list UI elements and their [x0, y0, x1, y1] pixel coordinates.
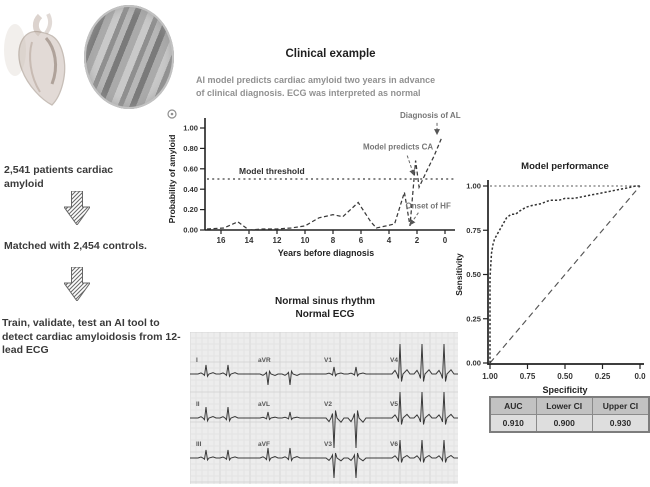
svg-text:V4: V4: [390, 357, 398, 364]
down-arrow-icon: [64, 267, 90, 301]
svg-text:Model performance: Model performance: [521, 161, 609, 172]
svg-text:2: 2: [415, 236, 420, 245]
histology-micrograph: [84, 5, 174, 109]
upper-ci-value-cell: 0.930: [591, 414, 650, 433]
pipeline-step-controls: Matched with 2,454 controls.: [4, 240, 147, 252]
svg-text:Sensitivity: Sensitivity: [454, 253, 464, 296]
svg-text:4: 4: [387, 236, 392, 245]
svg-text:0: 0: [443, 236, 448, 245]
lower-ci-header-cell: Lower CI: [535, 396, 593, 415]
svg-text:0.20: 0.20: [183, 205, 198, 214]
svg-text:8: 8: [331, 236, 336, 245]
pipeline-step-train: Train, validate, test an AI tool to dete…: [2, 317, 181, 357]
svg-text:1.00: 1.00: [466, 182, 481, 191]
ecg-panel-title: Normal sinus rhythm Normal ECG: [230, 296, 420, 321]
svg-text:V6: V6: [390, 441, 398, 448]
auc-table: AUC Lower CI Upper CI 0.910 0.900 0.930: [489, 396, 650, 433]
svg-text:Model predicts CA: Model predicts CA: [363, 142, 433, 151]
pipeline-step-cohort: 2,541 patients cardiac amyloid: [4, 164, 114, 190]
svg-text:1.00: 1.00: [482, 372, 498, 381]
svg-text:0.75: 0.75: [466, 226, 482, 235]
svg-text:aVR: aVR: [258, 357, 271, 364]
svg-text:0.25: 0.25: [595, 372, 611, 381]
auc-table-header-row: AUC Lower CI Upper CI: [489, 396, 650, 415]
svg-text:6: 6: [359, 236, 364, 245]
svg-text:0.60: 0.60: [183, 164, 198, 173]
svg-text:0.75: 0.75: [520, 372, 536, 381]
svg-text:aVF: aVF: [258, 441, 270, 448]
roc-chart: Model performance 0.00 0.25 0.50 0.75 1.00 1.0…: [454, 161, 646, 395]
svg-text:16: 16: [217, 236, 226, 245]
heart-illustration: [4, 13, 66, 106]
svg-text:Specificity: Specificity: [542, 385, 587, 395]
svg-text:10: 10: [301, 236, 310, 245]
svg-text:0.25: 0.25: [466, 314, 482, 323]
svg-text:V2: V2: [324, 401, 332, 408]
svg-text:12: 12: [273, 236, 282, 245]
ornament-icon: [167, 109, 177, 119]
svg-text:V3: V3: [324, 441, 332, 448]
svg-text:1.00: 1.00: [183, 124, 198, 133]
auc-table-value-row: 0.910 0.900 0.930: [489, 414, 650, 433]
svg-text:III: III: [196, 441, 202, 448]
clinical-example-description: AI model predicts cardiac amyloid two ye…: [196, 75, 436, 99]
svg-text:0.50: 0.50: [466, 270, 481, 279]
clinical-example-title: Clinical example: [285, 48, 376, 60]
auc-header-cell: AUC: [489, 396, 537, 415]
probability-timeline-chart: 0.00 0.20 0.40 0.60 0.80 1.00 16 14 12 10 8 6 4 2 0 Pro…: [167, 111, 461, 258]
svg-text:Onset of HF: Onset of HF: [406, 202, 451, 211]
svg-text:V1: V1: [324, 357, 332, 364]
svg-text:Model threshold: Model threshold: [239, 166, 305, 176]
svg-text:0.0: 0.0: [634, 372, 646, 381]
svg-text:Years before diagnosis: Years before diagnosis: [278, 248, 374, 258]
svg-text:0.00: 0.00: [183, 226, 198, 235]
svg-text:0.40: 0.40: [183, 185, 198, 194]
svg-text:Diagnosis of AL: Diagnosis of AL: [400, 111, 461, 120]
ecg-title-line2: Normal ECG: [295, 308, 355, 320]
down-arrow-icon: [64, 191, 90, 225]
ecg-title-line1: Normal sinus rhythm: [274, 296, 376, 307]
svg-text:14: 14: [245, 236, 254, 245]
svg-text:II: II: [196, 401, 200, 408]
svg-text:0.00: 0.00: [466, 359, 481, 368]
upper-ci-header-cell: Upper CI: [591, 396, 650, 415]
auc-value-cell: 0.910: [489, 414, 537, 433]
svg-text:0.50: 0.50: [557, 372, 573, 381]
svg-text:Probability of amyloid: Probability of amyloid: [167, 135, 177, 224]
lower-ci-value-cell: 0.900: [535, 414, 593, 433]
svg-text:0.80: 0.80: [183, 144, 198, 153]
svg-text:aVL: aVL: [258, 401, 270, 408]
svg-text:I: I: [196, 357, 198, 364]
svg-text:V5: V5: [390, 401, 398, 408]
